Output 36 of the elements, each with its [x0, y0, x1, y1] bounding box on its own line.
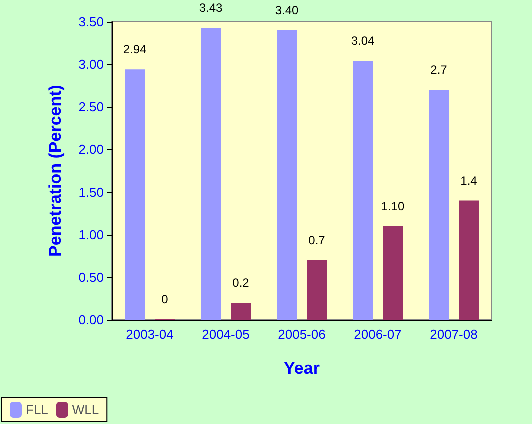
x-tick-label: 2005-06 — [278, 327, 326, 342]
data-label: 3.40 — [275, 4, 299, 18]
bar — [125, 70, 145, 320]
y-axis-title: Penetration (Percent) — [46, 85, 65, 257]
y-tick-label: 3.50 — [78, 14, 104, 30]
legend-label: WLL — [72, 402, 100, 418]
data-label: 2.7 — [430, 63, 448, 78]
data-label: 3.43 — [199, 0, 223, 15]
legend-label: FLL — [26, 402, 48, 418]
bar — [353, 61, 373, 320]
y-tick-label: 3.00 — [78, 57, 104, 72]
bar — [201, 28, 221, 320]
data-label: 2.94 — [123, 42, 147, 57]
data-label: 0 — [162, 292, 169, 306]
data-label: 3.04 — [351, 34, 375, 48]
data-label: 0.2 — [232, 276, 250, 290]
x-tick-label: 2006-07 — [354, 327, 402, 342]
bar — [429, 90, 449, 320]
data-label: 1.4 — [460, 174, 478, 188]
y-tick-label: 0.00 — [78, 312, 104, 328]
bar — [383, 226, 403, 320]
x-tick-label: 2004-05 — [202, 327, 250, 342]
data-label: 1.10 — [381, 199, 405, 214]
y-tick-label: 0.50 — [78, 270, 104, 285]
y-tick-label: 2.00 — [78, 142, 104, 158]
bar — [277, 30, 297, 320]
y-tick-label: 1.00 — [78, 227, 104, 242]
y-tick-label: 1.50 — [78, 184, 104, 200]
x-axis-title: Year — [284, 359, 320, 378]
y-tick-label: 2.50 — [78, 100, 104, 115]
x-tick-label: 2007-08 — [430, 327, 478, 342]
data-label: 0.7 — [308, 233, 326, 248]
bar — [459, 200, 479, 320]
bar — [231, 302, 251, 320]
bar — [307, 260, 327, 320]
x-tick-label: 2003-04 — [126, 327, 174, 342]
